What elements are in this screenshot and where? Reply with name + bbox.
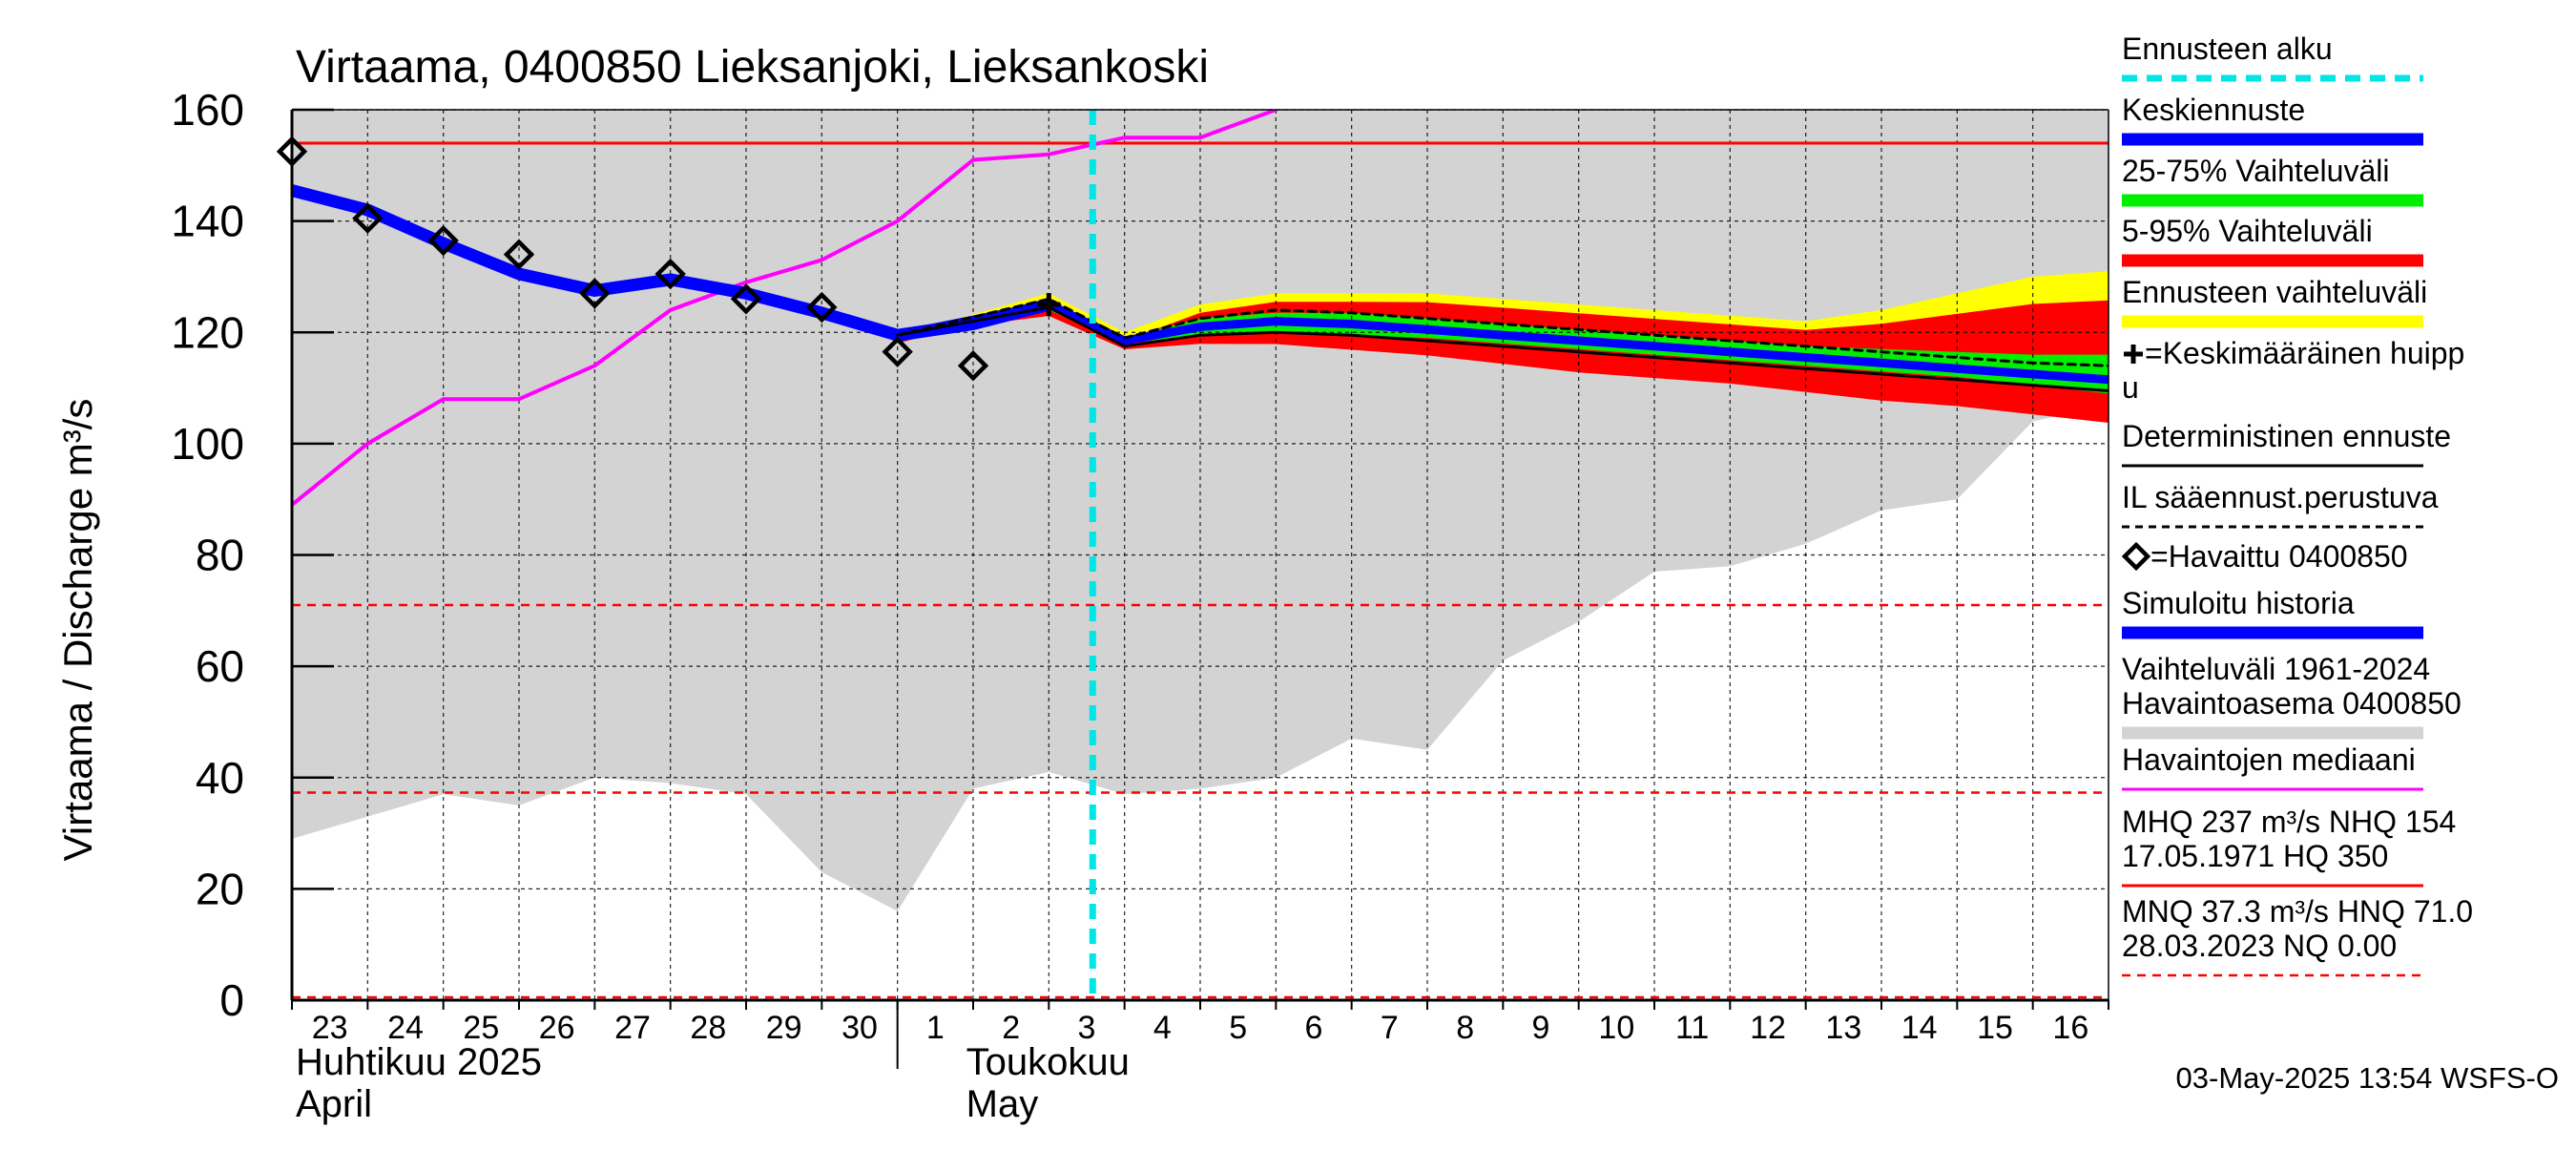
- x-tick-label: 2: [1002, 1010, 1020, 1046]
- observed-point: [730, 283, 762, 315]
- month-label: Huhtikuu 2025: [296, 1041, 542, 1083]
- y-tick-label: 20: [196, 864, 244, 913]
- deterministic-forecast-line: [896, 305, 2109, 392]
- x-tick-label: 12: [1750, 1010, 1786, 1046]
- legend-label: IL sääennust.perustuva: [2122, 480, 2439, 514]
- legend-label: Keskiennuste: [2122, 93, 2305, 127]
- legend-label: =Keskimääräinen huipp: [2145, 336, 2464, 370]
- x-tick-label: 6: [1305, 1010, 1323, 1046]
- x-tick-label: 26: [539, 1010, 575, 1046]
- observed-point: [503, 239, 535, 270]
- x-tick-label: 4: [1153, 1010, 1172, 1046]
- x-tick-label: 5: [1229, 1010, 1247, 1046]
- x-tick-label: 30: [841, 1010, 878, 1046]
- observed-point: [882, 336, 913, 367]
- series-lines-layer: [292, 110, 2109, 507]
- legend-swatch: [2121, 541, 2151, 572]
- legend-label-2: 17.05.1971 HQ 350: [2122, 839, 2388, 873]
- mean-forecast-line: [893, 300, 2109, 385]
- x-tick-label: 16: [2052, 1010, 2088, 1046]
- timestamp: 03-May-2025 13:54 WSFS-O: [2176, 1061, 2559, 1095]
- month-label: Toukokuu: [966, 1041, 1130, 1083]
- il-forecast-line: [896, 297, 2109, 367]
- legend-label: MHQ 237 m³/s NHQ 154: [2122, 805, 2456, 839]
- x-tick-label: 28: [690, 1010, 726, 1046]
- observed-point: [579, 278, 611, 309]
- x-tick-label: 13: [1825, 1010, 1861, 1046]
- x-tick-label: 23: [312, 1010, 348, 1046]
- y-tick-label: 60: [196, 641, 244, 691]
- observed-point: [957, 350, 989, 382]
- legend-label: Ennusteen alku: [2122, 31, 2333, 66]
- x-tick-label: 24: [387, 1010, 424, 1046]
- legend-label: 5-95% Vaihteluväli: [2122, 214, 2373, 248]
- legend-label: 25-75% Vaihteluväli: [2122, 154, 2389, 188]
- y-tick-label: 160: [171, 85, 244, 135]
- x-tick-label: 14: [1901, 1010, 1938, 1046]
- x-tick-label: 7: [1381, 1010, 1399, 1046]
- x-tick-label: 29: [766, 1010, 802, 1046]
- legend-label: MNQ 37.3 m³/s HNQ 71.0: [2122, 894, 2473, 929]
- x-tick-label: 9: [1532, 1010, 1550, 1046]
- legend-swatch: [2124, 345, 2143, 364]
- x-tick-label: 25: [463, 1010, 499, 1046]
- x-tick-label: 8: [1456, 1010, 1474, 1046]
- x-tick-label: 27: [614, 1010, 651, 1046]
- y-tick-label: 80: [196, 531, 244, 580]
- legend-label: Ennusteen vaihteluväli: [2122, 275, 2427, 309]
- month-label-en: May: [966, 1083, 1039, 1125]
- x-tick-label: 3: [1078, 1010, 1096, 1046]
- legend-label: =Havaittu 0400850: [2150, 539, 2408, 574]
- observed-point: [352, 202, 384, 234]
- legend-label: Deterministinen ennuste: [2122, 419, 2451, 453]
- chart-title: Virtaama, 0400850 Lieksanjoki, Lieksanko…: [296, 42, 1209, 93]
- mean-peak-marker: [1037, 293, 1061, 317]
- legend-label-2: u: [2122, 370, 2139, 405]
- month-label-en: April: [296, 1083, 372, 1125]
- y-tick-label: 0: [219, 975, 244, 1025]
- y-tick-label: 40: [196, 753, 244, 803]
- legend-label-2: 28.03.2023 NQ 0.00: [2122, 929, 2397, 963]
- observed-point: [654, 258, 686, 290]
- legend-label: Vaihteluväli 1961-2024: [2122, 652, 2430, 686]
- y-tick-label: 100: [171, 419, 244, 469]
- observed-point: [427, 224, 459, 257]
- observed-point: [806, 291, 838, 324]
- x-tick-label: 15: [1977, 1010, 2013, 1046]
- x-tick-label: 11: [1675, 1010, 1709, 1046]
- y-tick-label: 140: [171, 197, 244, 246]
- markers-layer: [276, 110, 1096, 1000]
- observed-median-line: [292, 110, 1278, 507]
- y-axis-label: Virtaama / Discharge m³/s: [55, 399, 100, 862]
- legend-label: Simuloitu historia: [2122, 586, 2355, 620]
- x-tick-label: 10: [1598, 1010, 1634, 1046]
- legend-label: Havaintojen mediaani: [2122, 742, 2416, 777]
- legend-label-2: Havaintoasema 0400850: [2122, 686, 2462, 721]
- y-tick-label: 120: [171, 307, 244, 357]
- legend: Ennusteen alku Keskiennuste 25-75% Vaihtel…: [2121, 31, 2473, 977]
- x-tick-label: 1: [926, 1010, 945, 1046]
- grid-layer: [292, 109, 2109, 1000]
- reference-lines-layer: [292, 141, 2109, 999]
